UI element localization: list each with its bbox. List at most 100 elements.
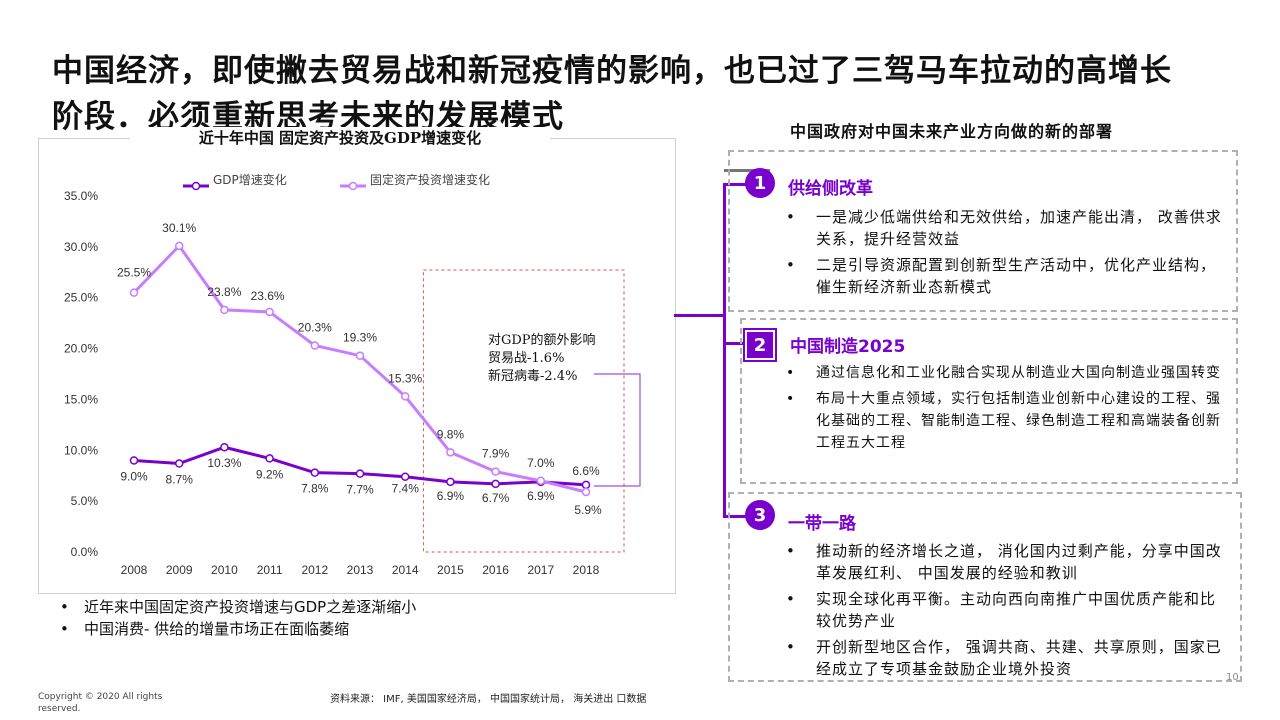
x-tick-label: 2018 bbox=[573, 563, 600, 577]
section-1-bullet-2: 二是引导资源配置到创新型生产活动中，优化产业结构，催生新经济新业态新模式 bbox=[786, 254, 1226, 298]
data-label: 25.5% bbox=[117, 266, 151, 280]
x-tick-label: 2012 bbox=[301, 563, 328, 577]
x-tick-label: 2008 bbox=[121, 563, 148, 577]
section-1-list: 一是减少低端供给和无效供给，加速产能出清， 改善供求关系，提升经营效益 二是引导… bbox=[786, 206, 1226, 302]
section-1-heading: 供给侧改革 bbox=[788, 179, 873, 199]
section-2-number: 2 bbox=[743, 328, 777, 362]
data-point bbox=[265, 307, 274, 317]
page-title: 中国经济，即使撇去贸易战和新冠疫情的影响，也已过了三驾马车拉动的高增长阶段．必须… bbox=[52, 53, 1172, 135]
x-tick-label: 2011 bbox=[257, 563, 283, 577]
data-label: 7.9% bbox=[482, 447, 510, 461]
data-label: 23.6% bbox=[251, 289, 285, 303]
section-2-bullet-2: 布局十大重点领域，实行包括制造业创新中心建设的工程、强化基础的工程、智能制造工程… bbox=[786, 388, 1226, 454]
connector-2 bbox=[723, 342, 745, 345]
section-3-bullet-2: 实现全球化再平衡。主动向西向南推广中国优质产能和比较优势产业 bbox=[786, 588, 1226, 632]
data-label: 7.7% bbox=[346, 483, 374, 497]
annotation-range-box bbox=[422, 269, 625, 553]
connector-vertical bbox=[723, 183, 726, 517]
data-label: 7.0% bbox=[527, 456, 555, 470]
data-point bbox=[310, 341, 320, 350]
data-label: 6.9% bbox=[437, 489, 465, 503]
data-label: 7.8% bbox=[301, 482, 329, 496]
chart-title: 近十年中国 固定资产投资及GDP增速变化 bbox=[130, 127, 550, 149]
right-panel-title: 中国政府对中国未来产业方向做的新的部署 bbox=[790, 122, 1114, 141]
x-tick-label: 2014 bbox=[392, 563, 419, 577]
x-tick-label: 2010 bbox=[211, 563, 238, 577]
data-label: 8.7% bbox=[166, 473, 194, 487]
x-tick-label: 2017 bbox=[527, 563, 554, 577]
connector-3 bbox=[723, 515, 747, 518]
data-point bbox=[400, 472, 410, 481]
source-note: 资料来源： IMF, 美国国家经济局， 中国国家统计局， 海关进出 口数据 bbox=[330, 694, 647, 705]
data-point bbox=[174, 241, 184, 251]
annotation-line: 贸易战-1.6% bbox=[488, 351, 564, 366]
y-tick-label: 0.0% bbox=[71, 545, 99, 559]
line-chart: 0.0% 5.0% 10.0% 15.0% 20.0% 25.0% 30.0% 35.0% 20… bbox=[64, 172, 641, 577]
section-3-list: 推动新的经济增长之道， 消化国内过剩产能，分享中国改革发展红利、 中国发展的经验… bbox=[786, 540, 1226, 684]
annotation-line: 新冠病毒-2.4% bbox=[488, 368, 577, 384]
tab-line bbox=[724, 169, 770, 172]
data-point bbox=[536, 476, 546, 486]
data-label: 9.0% bbox=[120, 469, 148, 483]
section-3-box bbox=[728, 492, 1242, 682]
annotation-bracket bbox=[594, 373, 641, 487]
left-bullet-1: 近年来中国固定资产投资增速与GDP之差逐渐缩小 bbox=[56, 596, 416, 618]
data-label: 6.6% bbox=[572, 464, 600, 478]
data-point bbox=[446, 477, 455, 487]
x-tick-label: 2016 bbox=[482, 563, 509, 577]
section-3-bullet-1: 推动新的经济增长之道， 消化国内过剩产能，分享中国改革发展红利、 中国发展的经验… bbox=[786, 540, 1226, 584]
section-1-bullet-1: 一是减少低端供给和无效供给，加速产能出清， 改善供求关系，提升经营效益 bbox=[786, 206, 1226, 250]
section-3-bullet-3: 开创新型地区合作， 强调共商、共建、共享原则，国家已经成立了专项基金鼓励企业境外… bbox=[786, 636, 1226, 680]
section-1-box bbox=[728, 150, 1238, 312]
data-point bbox=[491, 467, 500, 476]
section-3-number: 3 bbox=[745, 500, 775, 530]
data-label: 19.3% bbox=[343, 331, 377, 345]
data-label: 7.4% bbox=[392, 482, 420, 496]
data-label: 10.3% bbox=[207, 456, 241, 470]
data-point bbox=[220, 305, 229, 315]
section-2-heading: 中国制造2025 bbox=[790, 337, 906, 357]
y-tick-label: 30.0% bbox=[64, 240, 98, 254]
page-number: 10 bbox=[1226, 672, 1239, 683]
x-tick-label: 2013 bbox=[347, 563, 374, 577]
x-tick-label: 2015 bbox=[437, 563, 464, 577]
legend-label: 固定资产投资增速变化 bbox=[370, 172, 490, 187]
section-2-box bbox=[740, 318, 1238, 484]
data-point bbox=[581, 480, 591, 490]
connector-1 bbox=[723, 183, 747, 186]
data-point bbox=[400, 392, 410, 401]
y-tick-label: 25.0% bbox=[64, 291, 98, 305]
data-point bbox=[129, 288, 139, 297]
data-point bbox=[581, 487, 591, 497]
data-point bbox=[355, 469, 365, 478]
section-2-list: 通过信息化和工业化融合实现从制造业大国向制造业强国转变 布局十大重点领域，实行包… bbox=[786, 362, 1226, 458]
y-tick-label: 5.0% bbox=[71, 494, 99, 508]
data-label: 9.2% bbox=[256, 467, 284, 481]
data-label: 20.3% bbox=[298, 321, 332, 335]
data-label: 30.1% bbox=[162, 221, 196, 235]
y-tick-label: 10.0% bbox=[64, 443, 98, 457]
data-point bbox=[491, 479, 500, 489]
data-label: 9.8% bbox=[437, 427, 465, 441]
section-3-heading: 一带一路 bbox=[788, 514, 856, 534]
legend-marker bbox=[348, 181, 358, 191]
section-1-number: 1 bbox=[745, 168, 775, 198]
legend-label: GDP增速变化 bbox=[213, 172, 287, 187]
series-line-1 bbox=[133, 445, 587, 487]
data-point bbox=[310, 468, 320, 477]
data-label: 5.9% bbox=[574, 503, 602, 517]
data-label: 15.3% bbox=[388, 371, 422, 385]
data-point bbox=[174, 459, 184, 468]
data-point bbox=[355, 351, 365, 360]
data-label: 23.8% bbox=[207, 285, 241, 299]
y-tick-label: 15.0% bbox=[64, 392, 98, 406]
legend-marker bbox=[191, 181, 201, 191]
data-point bbox=[129, 456, 139, 465]
x-tick-label: 2009 bbox=[166, 563, 193, 577]
data-point bbox=[446, 448, 455, 457]
data-point bbox=[220, 442, 229, 452]
data-label: 6.9% bbox=[527, 489, 555, 503]
left-bullet-2: 中国消费- 供给的增量市场正在面临萎缩 bbox=[56, 618, 416, 640]
y-tick-label: 35.0% bbox=[64, 189, 98, 203]
data-point bbox=[265, 454, 274, 463]
